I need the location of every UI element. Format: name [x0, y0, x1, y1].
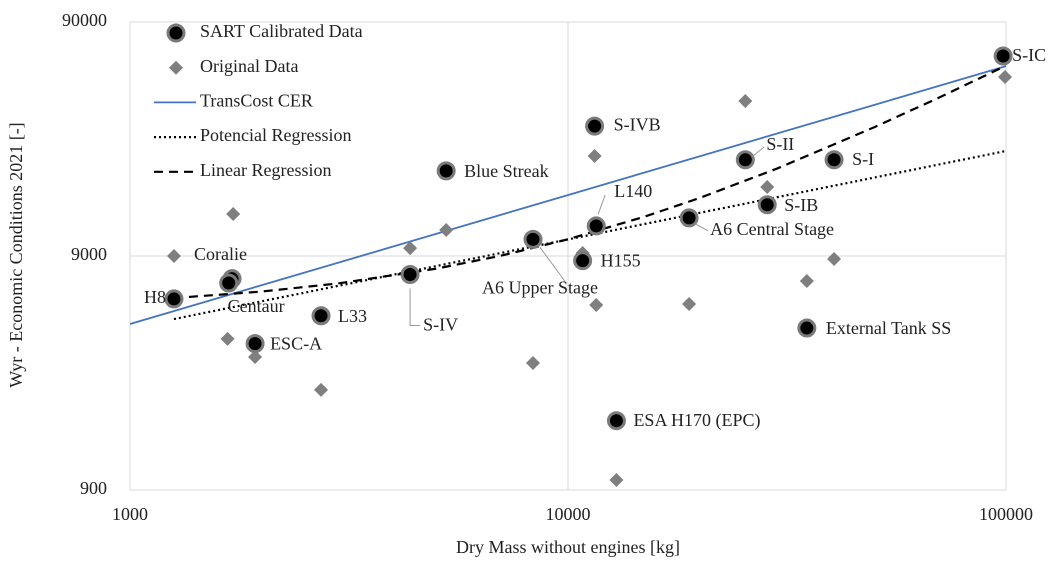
legend-marker [169, 60, 183, 75]
trend-line [173, 149, 1007, 321]
point-label: S-IV [423, 315, 458, 335]
data-point [526, 356, 541, 371]
y-tick-label: 90000 [62, 10, 107, 30]
data-point [679, 208, 699, 228]
data-point [606, 411, 626, 431]
legend-label: Original Data [200, 56, 298, 76]
trend-line [129, 65, 1007, 325]
point-label: Blue Streak [464, 161, 548, 181]
point-label: ESC-A [270, 334, 322, 354]
y-tick-label: 9000 [71, 244, 107, 264]
point-label: S-IB [784, 195, 818, 215]
leader-line [539, 247, 566, 282]
data-point [589, 297, 604, 312]
point-label: Centaur [228, 296, 285, 316]
point-label: H155 [601, 251, 641, 271]
x-tick-label: 1000 [112, 504, 148, 524]
leader-line [751, 146, 765, 158]
point-label: External Tank SS [826, 318, 951, 338]
data-point [760, 179, 775, 194]
data-point [682, 297, 697, 312]
x-tick-label: 10000 [546, 504, 591, 524]
x-tick-label: 100000 [979, 504, 1033, 524]
data-point [586, 216, 606, 236]
data-point [998, 69, 1013, 84]
data-point [166, 249, 181, 263]
legend-label: Potencial Regression [200, 125, 351, 145]
data-point [738, 94, 753, 109]
data-point [573, 251, 593, 271]
data-point [609, 473, 624, 488]
point-label: A6 Upper Stage [482, 277, 598, 297]
legend-marker [166, 23, 186, 43]
point-label: S-I [852, 149, 874, 169]
data-point [245, 334, 265, 354]
leader-line [694, 223, 709, 232]
data-point [220, 331, 235, 346]
data-point [757, 195, 777, 215]
data-point [587, 149, 602, 164]
point-label: L140 [614, 181, 652, 201]
y-axis-label: Wyr - Economic Conditions 2021 [-] [6, 122, 26, 387]
legend-label: SART Calibrated Data [200, 21, 363, 41]
legend-label: Linear Regression [200, 160, 331, 180]
point-label: S-II [766, 134, 794, 154]
data-point [585, 116, 605, 136]
point-label: S-IVB [614, 114, 661, 134]
data-point [248, 350, 263, 365]
data-point [436, 161, 456, 181]
leader-line [409, 288, 421, 327]
data-point [311, 306, 331, 326]
data-point [523, 229, 543, 249]
data-point [403, 241, 418, 256]
x-axis-label: Dry Mass without engines [kg] [456, 537, 680, 557]
data-point [993, 46, 1013, 66]
point-label: L33 [338, 306, 367, 326]
data-point [226, 207, 241, 222]
point-label: ESA H170 (EPC) [633, 410, 760, 431]
point-label: Coralie [194, 244, 247, 264]
data-point [799, 273, 814, 288]
data-point [824, 150, 844, 170]
data-point [797, 318, 817, 338]
data-point [400, 265, 420, 285]
y-tick-label: 900 [80, 478, 107, 498]
point-label: H8 [144, 287, 166, 307]
trend-line [173, 66, 1004, 300]
data-point [827, 251, 842, 266]
legend-label: TransCost CER [200, 91, 313, 111]
point-label: S-IC [1012, 45, 1046, 65]
data-point [735, 150, 755, 170]
point-label: A6 Central Stage [710, 219, 834, 239]
leader-line [597, 194, 606, 215]
data-point [219, 273, 239, 293]
data-point [439, 223, 454, 238]
data-point [314, 382, 329, 397]
data-point [164, 289, 184, 309]
